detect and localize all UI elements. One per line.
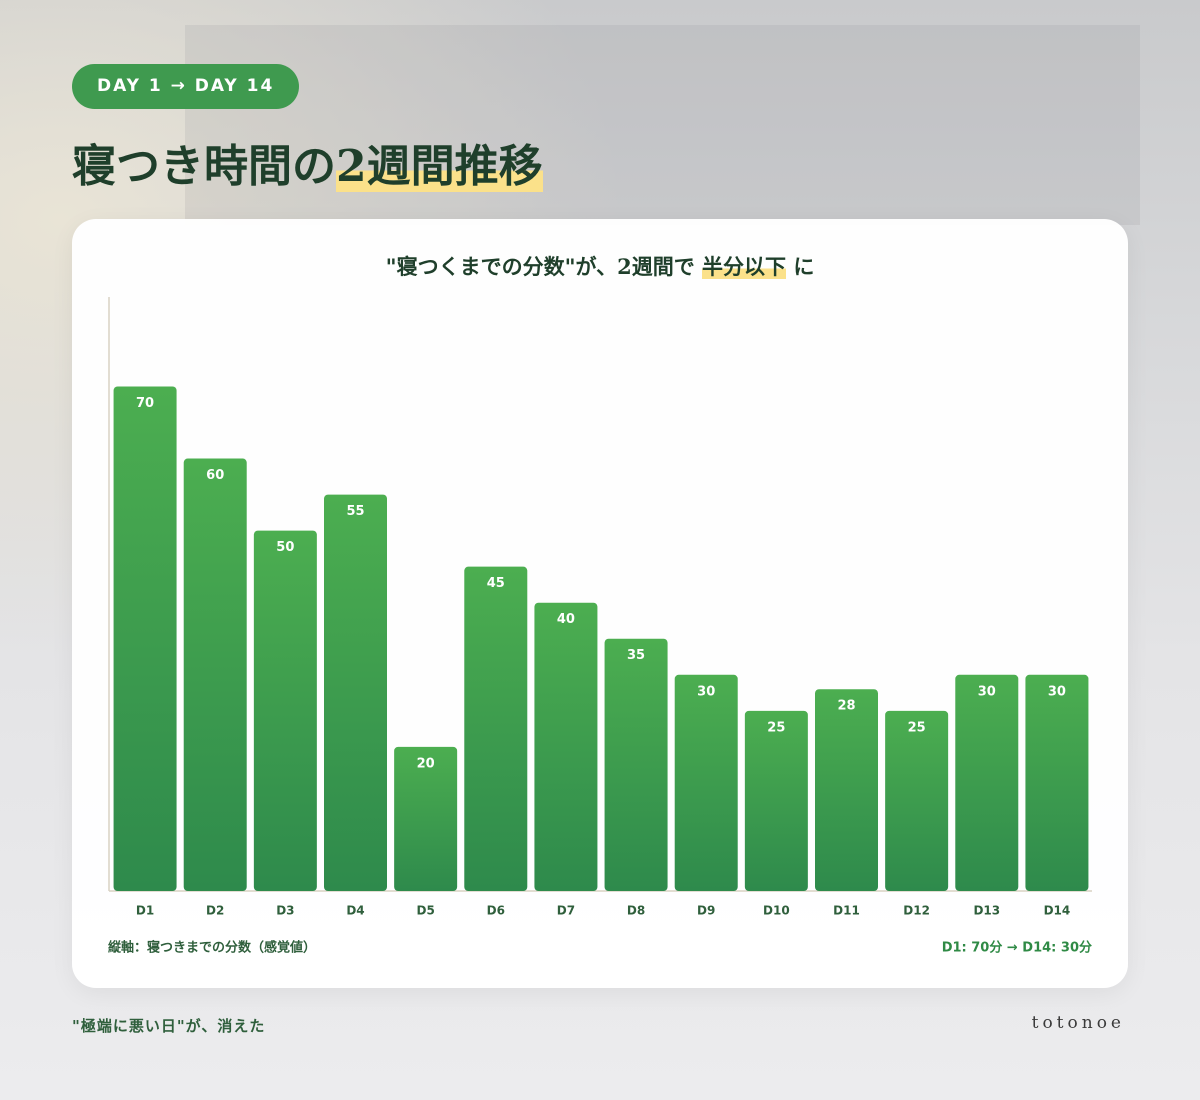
value-label: 55	[346, 504, 364, 519]
value-label: 50	[276, 540, 294, 555]
x-tick-label: D13	[973, 904, 1000, 918]
title-text: 寝つき時間の	[72, 141, 336, 192]
x-tick-label: D4	[346, 904, 364, 918]
tagline: "極端に悪い日"が、消えた	[72, 1017, 266, 1035]
bar	[955, 674, 1019, 891]
value-label: 30	[1048, 684, 1066, 699]
x-tick-label: D12	[903, 904, 930, 918]
bar	[253, 530, 317, 891]
value-label: 70	[136, 396, 154, 411]
bar	[674, 674, 738, 891]
badge: DAY 1 → DAY 14	[72, 64, 300, 109]
value-label: 45	[487, 576, 505, 591]
x-tick-label: D10	[763, 904, 790, 918]
chart-title: "寝つくまでの分数"が、2週間で 半分以下 に	[72, 251, 1128, 281]
chart-card: "寝つくまでの分数"が、2週間で 半分以下 に 縦軸：寝つきまでの分数（感覚値）…	[72, 219, 1128, 988]
bar	[464, 566, 528, 891]
x-tick-label: D5	[416, 904, 434, 918]
summary: D1: 70分 → D14: 30分	[942, 940, 1092, 956]
value-label: 40	[557, 612, 575, 627]
value-label: 60	[206, 468, 224, 483]
chart-title-highlight: 半分以下	[702, 254, 787, 279]
bar	[183, 458, 247, 891]
bar	[885, 710, 949, 891]
x-tick-label: D8	[627, 904, 645, 918]
bar	[1025, 674, 1089, 891]
x-tick-label: D3	[276, 904, 294, 918]
chart-title-text: "寝つくまでの分数"が、2週間で	[385, 254, 695, 279]
background	[185, 25, 1140, 225]
value-label: 25	[767, 720, 785, 735]
x-tick-label: D14	[1044, 904, 1071, 918]
chart-title-end: に	[793, 254, 815, 279]
title-highlight: 2週間推移	[336, 141, 543, 192]
brand: totonoe	[1031, 1013, 1125, 1033]
bar	[394, 746, 458, 891]
y-axis-note: 縦軸：寝つきまでの分数（感覚値）	[108, 940, 316, 956]
value-label: 30	[978, 684, 996, 699]
x-tick-label: D7	[557, 904, 575, 918]
bar	[534, 602, 598, 891]
chart: 縦軸：寝つきまでの分数（感覚値） D1: 70分 → D14: 30分 70 D1…	[108, 297, 1092, 956]
bar	[324, 494, 387, 891]
x-tick-label: D2	[206, 904, 224, 918]
bar	[113, 386, 177, 891]
bar	[604, 638, 668, 891]
page-title: 寝つき時間の2週間推移	[72, 130, 543, 194]
value-label: 25	[908, 720, 926, 735]
x-tick-label: D1	[136, 904, 154, 918]
value-label: 20	[417, 756, 435, 771]
x-tick-label: D9	[697, 904, 715, 918]
bar	[744, 710, 808, 891]
value-label: 35	[627, 648, 645, 663]
x-tick-label: D11	[833, 904, 860, 918]
x-tick-label: D6	[487, 904, 505, 918]
bar	[815, 689, 878, 891]
value-label: 30	[697, 684, 715, 699]
value-label: 28	[837, 699, 855, 714]
